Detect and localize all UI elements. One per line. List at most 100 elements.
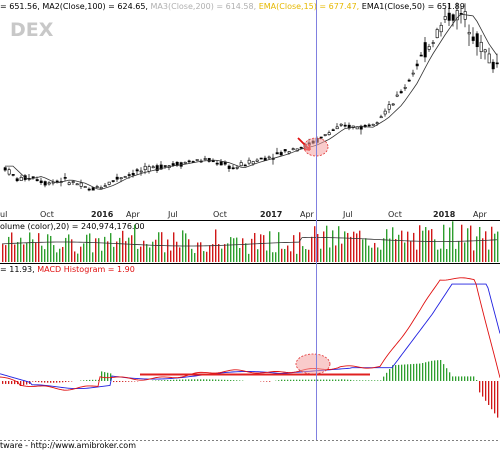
- macd-histogram-bar: [326, 379, 328, 381]
- candle-body: [87, 188, 91, 191]
- volume-bar: [332, 230, 334, 262]
- volume-bar: [32, 239, 34, 262]
- volume-bar: [197, 242, 199, 262]
- volume-bar: [296, 253, 298, 262]
- volume-bar: [173, 232, 175, 262]
- candle-body: [395, 94, 399, 97]
- macd-histogram-bar: [125, 381, 127, 382]
- candle-body: [219, 161, 223, 166]
- volume-bar: [224, 244, 226, 262]
- volume-bars: [2, 221, 499, 262]
- volume-bar: [194, 252, 196, 262]
- macd-histogram-bar: [344, 379, 346, 381]
- candle-body: [327, 132, 331, 135]
- volume-bar: [305, 249, 307, 262]
- macd-histogram-bar: [197, 379, 199, 381]
- volume-bar: [377, 247, 379, 262]
- macd-histogram-bar: [395, 365, 397, 381]
- volume-bar: [461, 224, 463, 262]
- volume-bar: [407, 231, 409, 262]
- macd-histogram-bar: [347, 379, 349, 381]
- volume-bar: [122, 230, 124, 262]
- volume-bar: [131, 235, 133, 262]
- candle-body: [91, 187, 95, 191]
- volume-bar: [338, 226, 340, 262]
- macd-histogram-bar: [491, 381, 493, 410]
- macd-histogram-bar: [482, 381, 484, 397]
- volume-bar: [233, 238, 235, 262]
- candle-body: [31, 176, 35, 179]
- candle-body: [163, 165, 167, 167]
- volume-bar: [65, 237, 67, 262]
- volume-bar: [302, 246, 304, 262]
- x-tick-label: Jul: [167, 210, 178, 219]
- volume-bar: [206, 251, 208, 262]
- volume-bar: [227, 243, 229, 262]
- macd-histogram-bar: [425, 362, 427, 381]
- candle-body: [423, 42, 427, 58]
- macd-histogram-bar: [53, 381, 55, 383]
- volume-bar: [398, 234, 400, 262]
- macd-histogram-legend: MACD Histogram = 1.90: [37, 265, 135, 274]
- candle-body: [7, 169, 11, 175]
- macd-line: [0, 277, 500, 391]
- macd-histogram-bar: [158, 380, 160, 381]
- macd-histogram-bar: [356, 380, 358, 381]
- candle-body: [43, 181, 47, 186]
- macd-histogram-bar: [104, 372, 106, 381]
- macd-histogram-bar: [95, 379, 97, 381]
- macd-histogram-bar: [20, 381, 22, 386]
- volume-bar: [242, 238, 244, 262]
- volume-bar: [35, 242, 37, 262]
- candle-body: [135, 169, 139, 172]
- candle-body: [227, 165, 231, 169]
- candle-body: [75, 183, 79, 186]
- macd-histogram-bar: [494, 381, 496, 414]
- candle-body: [127, 174, 131, 176]
- volume-bar: [434, 239, 436, 262]
- volume-bar: [8, 236, 10, 262]
- macd-histogram-bar: [455, 376, 457, 381]
- volume-bar: [278, 232, 280, 262]
- volume-bar: [167, 239, 169, 262]
- candle-body: [379, 116, 383, 119]
- macd-histogram-bar: [14, 381, 16, 385]
- volume-bar: [92, 252, 94, 262]
- macd-histogram-bar: [302, 379, 304, 381]
- macd-legend: = 11.93, MACD Histogram = 1.90: [0, 265, 135, 274]
- macd-histogram-bar: [467, 376, 469, 381]
- volume-bar: [185, 233, 187, 262]
- volume-bar: [272, 252, 274, 262]
- macd-histogram-bar: [218, 379, 220, 381]
- candle-body: [251, 161, 255, 165]
- macd-signal-line: [0, 283, 500, 390]
- macd-histogram-bar: [368, 380, 370, 381]
- volume-bar: [53, 245, 55, 262]
- candle-body: [207, 158, 211, 162]
- volume-bar: [293, 235, 295, 262]
- macd-histogram-bar: [227, 379, 229, 381]
- volume-bar: [428, 230, 430, 262]
- candle-body: [115, 176, 119, 180]
- macd-histogram-bar: [194, 379, 196, 381]
- candle-body: [83, 186, 87, 188]
- volume-bar: [353, 231, 355, 262]
- volume-bar: [317, 233, 319, 262]
- candle-body: [123, 176, 127, 178]
- macd-histogram-bar: [290, 379, 292, 381]
- candle-body: [47, 182, 51, 185]
- macd-histogram-bar: [182, 379, 184, 381]
- macd-histogram-bar: [119, 381, 121, 382]
- macd-histogram-bar: [437, 360, 439, 381]
- volume-legend: olume (color),20) = 240,974,176.00: [0, 222, 145, 231]
- volume-bar: [44, 249, 46, 262]
- volume-bar: [200, 242, 202, 262]
- macd-histogram-bar: [62, 381, 64, 383]
- price-legend-ma3: MA3(Close,200) = 614.58,: [151, 2, 259, 11]
- macd-histogram-bar: [443, 364, 445, 381]
- x-axis-ticks: ul Oct 2016 Apr Jul Oct 2017 Apr Jul Oct 2018 Apr: [0, 210, 488, 219]
- macd-histogram-bar: [401, 364, 403, 381]
- volume-bar: [17, 242, 19, 262]
- volume-bar: [275, 252, 277, 262]
- volume-bar: [488, 249, 490, 262]
